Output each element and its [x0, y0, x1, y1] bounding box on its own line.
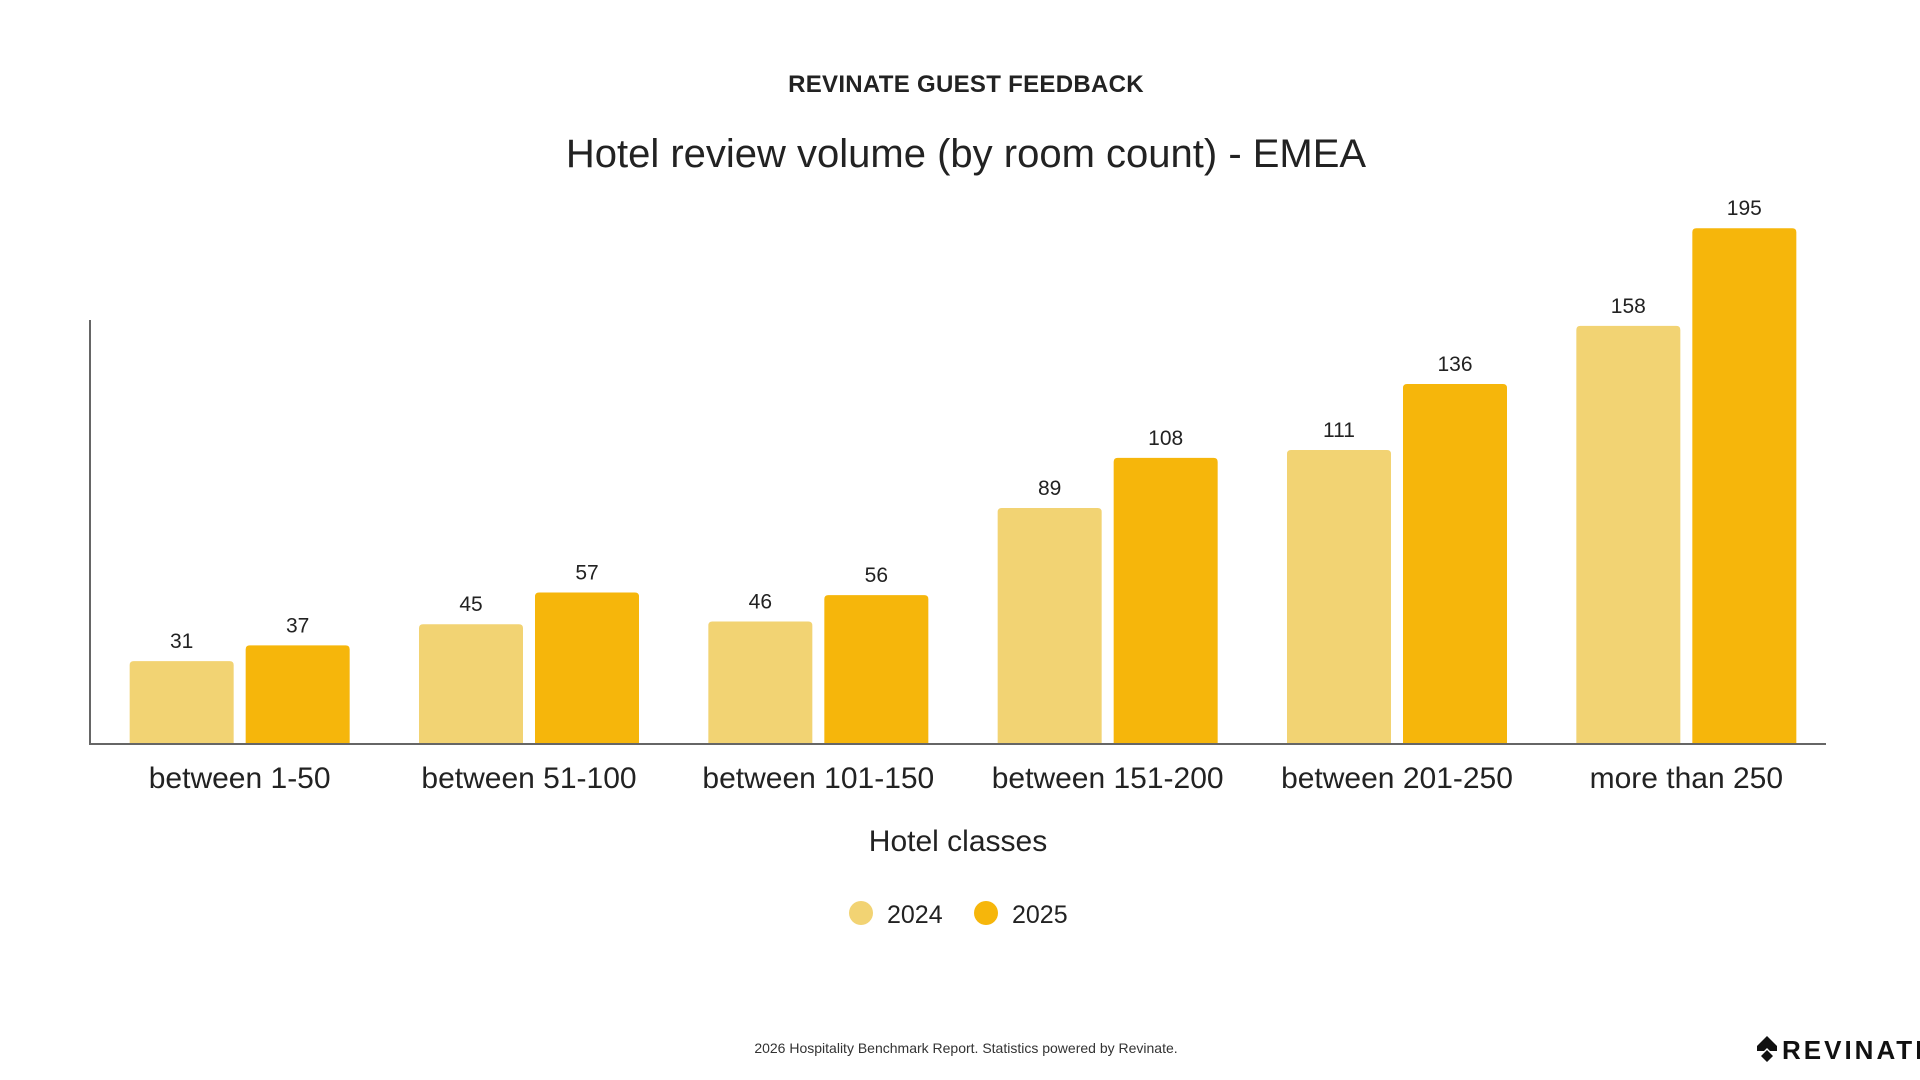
brand-wordmark: REVINATE [1782, 1035, 1920, 1065]
revinate-logo-icon [1757, 1036, 1777, 1062]
data-label-2025-3: 108 [1148, 427, 1183, 450]
bar-2024-1 [419, 624, 523, 743]
bar-2024-2 [708, 621, 813, 743]
data-label-2025-2: 56 [865, 564, 888, 587]
data-label-2024-1: 45 [459, 593, 482, 616]
legend: 2024 2025 [849, 901, 1068, 929]
x-tick-label-5: more than 250 [1590, 762, 1783, 795]
bar-2025-4 [1403, 383, 1507, 743]
bar-2024-0 [129, 661, 234, 743]
revinate-logo: REVINATE [1757, 1035, 1920, 1065]
data-label-2024-2: 46 [749, 591, 772, 614]
chart-title: Hotel review volume (by room count) - EM… [566, 132, 1367, 176]
x-tick-label-2: between 101-150 [702, 762, 934, 795]
legend-marker-2024 [849, 901, 873, 925]
legend-label-2024: 2024 [887, 901, 943, 929]
x-tick-label-0: between 1-50 [149, 762, 331, 795]
bar-2024-5 [1576, 325, 1681, 743]
data-label-2024-5: 158 [1611, 295, 1646, 318]
report-section-label: REVINATE GUEST FEEDBACK [788, 71, 1144, 98]
data-label-2024-3: 89 [1038, 477, 1061, 500]
bar-2025-3 [1113, 457, 1218, 743]
data-label-2025-5: 195 [1727, 197, 1762, 220]
data-label-2024-4: 111 [1323, 419, 1355, 442]
bar-2025-0 [245, 645, 350, 743]
bar-2025-5 [1692, 228, 1797, 743]
bar-2024-3 [997, 508, 1102, 743]
x-tick-labels: between 1-50 between 51-100 between 101-15… [149, 762, 1783, 795]
bars-layer [129, 228, 1797, 743]
data-label-2025-1: 57 [575, 562, 598, 585]
bar-2025-2 [824, 595, 929, 743]
data-labels-layer: 31 37 45 57 46 56 89 108 111 136 158 195 [170, 197, 1762, 653]
bar-2024-4 [1287, 449, 1391, 743]
data-label-2024-0: 31 [170, 630, 193, 653]
footer-note: 2026 Hospitality Benchmark Report. Stati… [754, 1040, 1177, 1056]
bar-2025-1 [535, 592, 639, 743]
x-axis-title: Hotel classes [869, 825, 1047, 858]
data-label-2025-0: 37 [286, 614, 309, 637]
x-tick-label-1: between 51-100 [421, 762, 636, 795]
x-tick-label-4: between 201-250 [1281, 762, 1513, 795]
legend-label-2025: 2025 [1012, 901, 1068, 929]
data-label-2025-4: 136 [1437, 353, 1472, 376]
legend-marker-2025 [974, 901, 998, 925]
x-tick-label-3: between 151-200 [992, 762, 1224, 795]
